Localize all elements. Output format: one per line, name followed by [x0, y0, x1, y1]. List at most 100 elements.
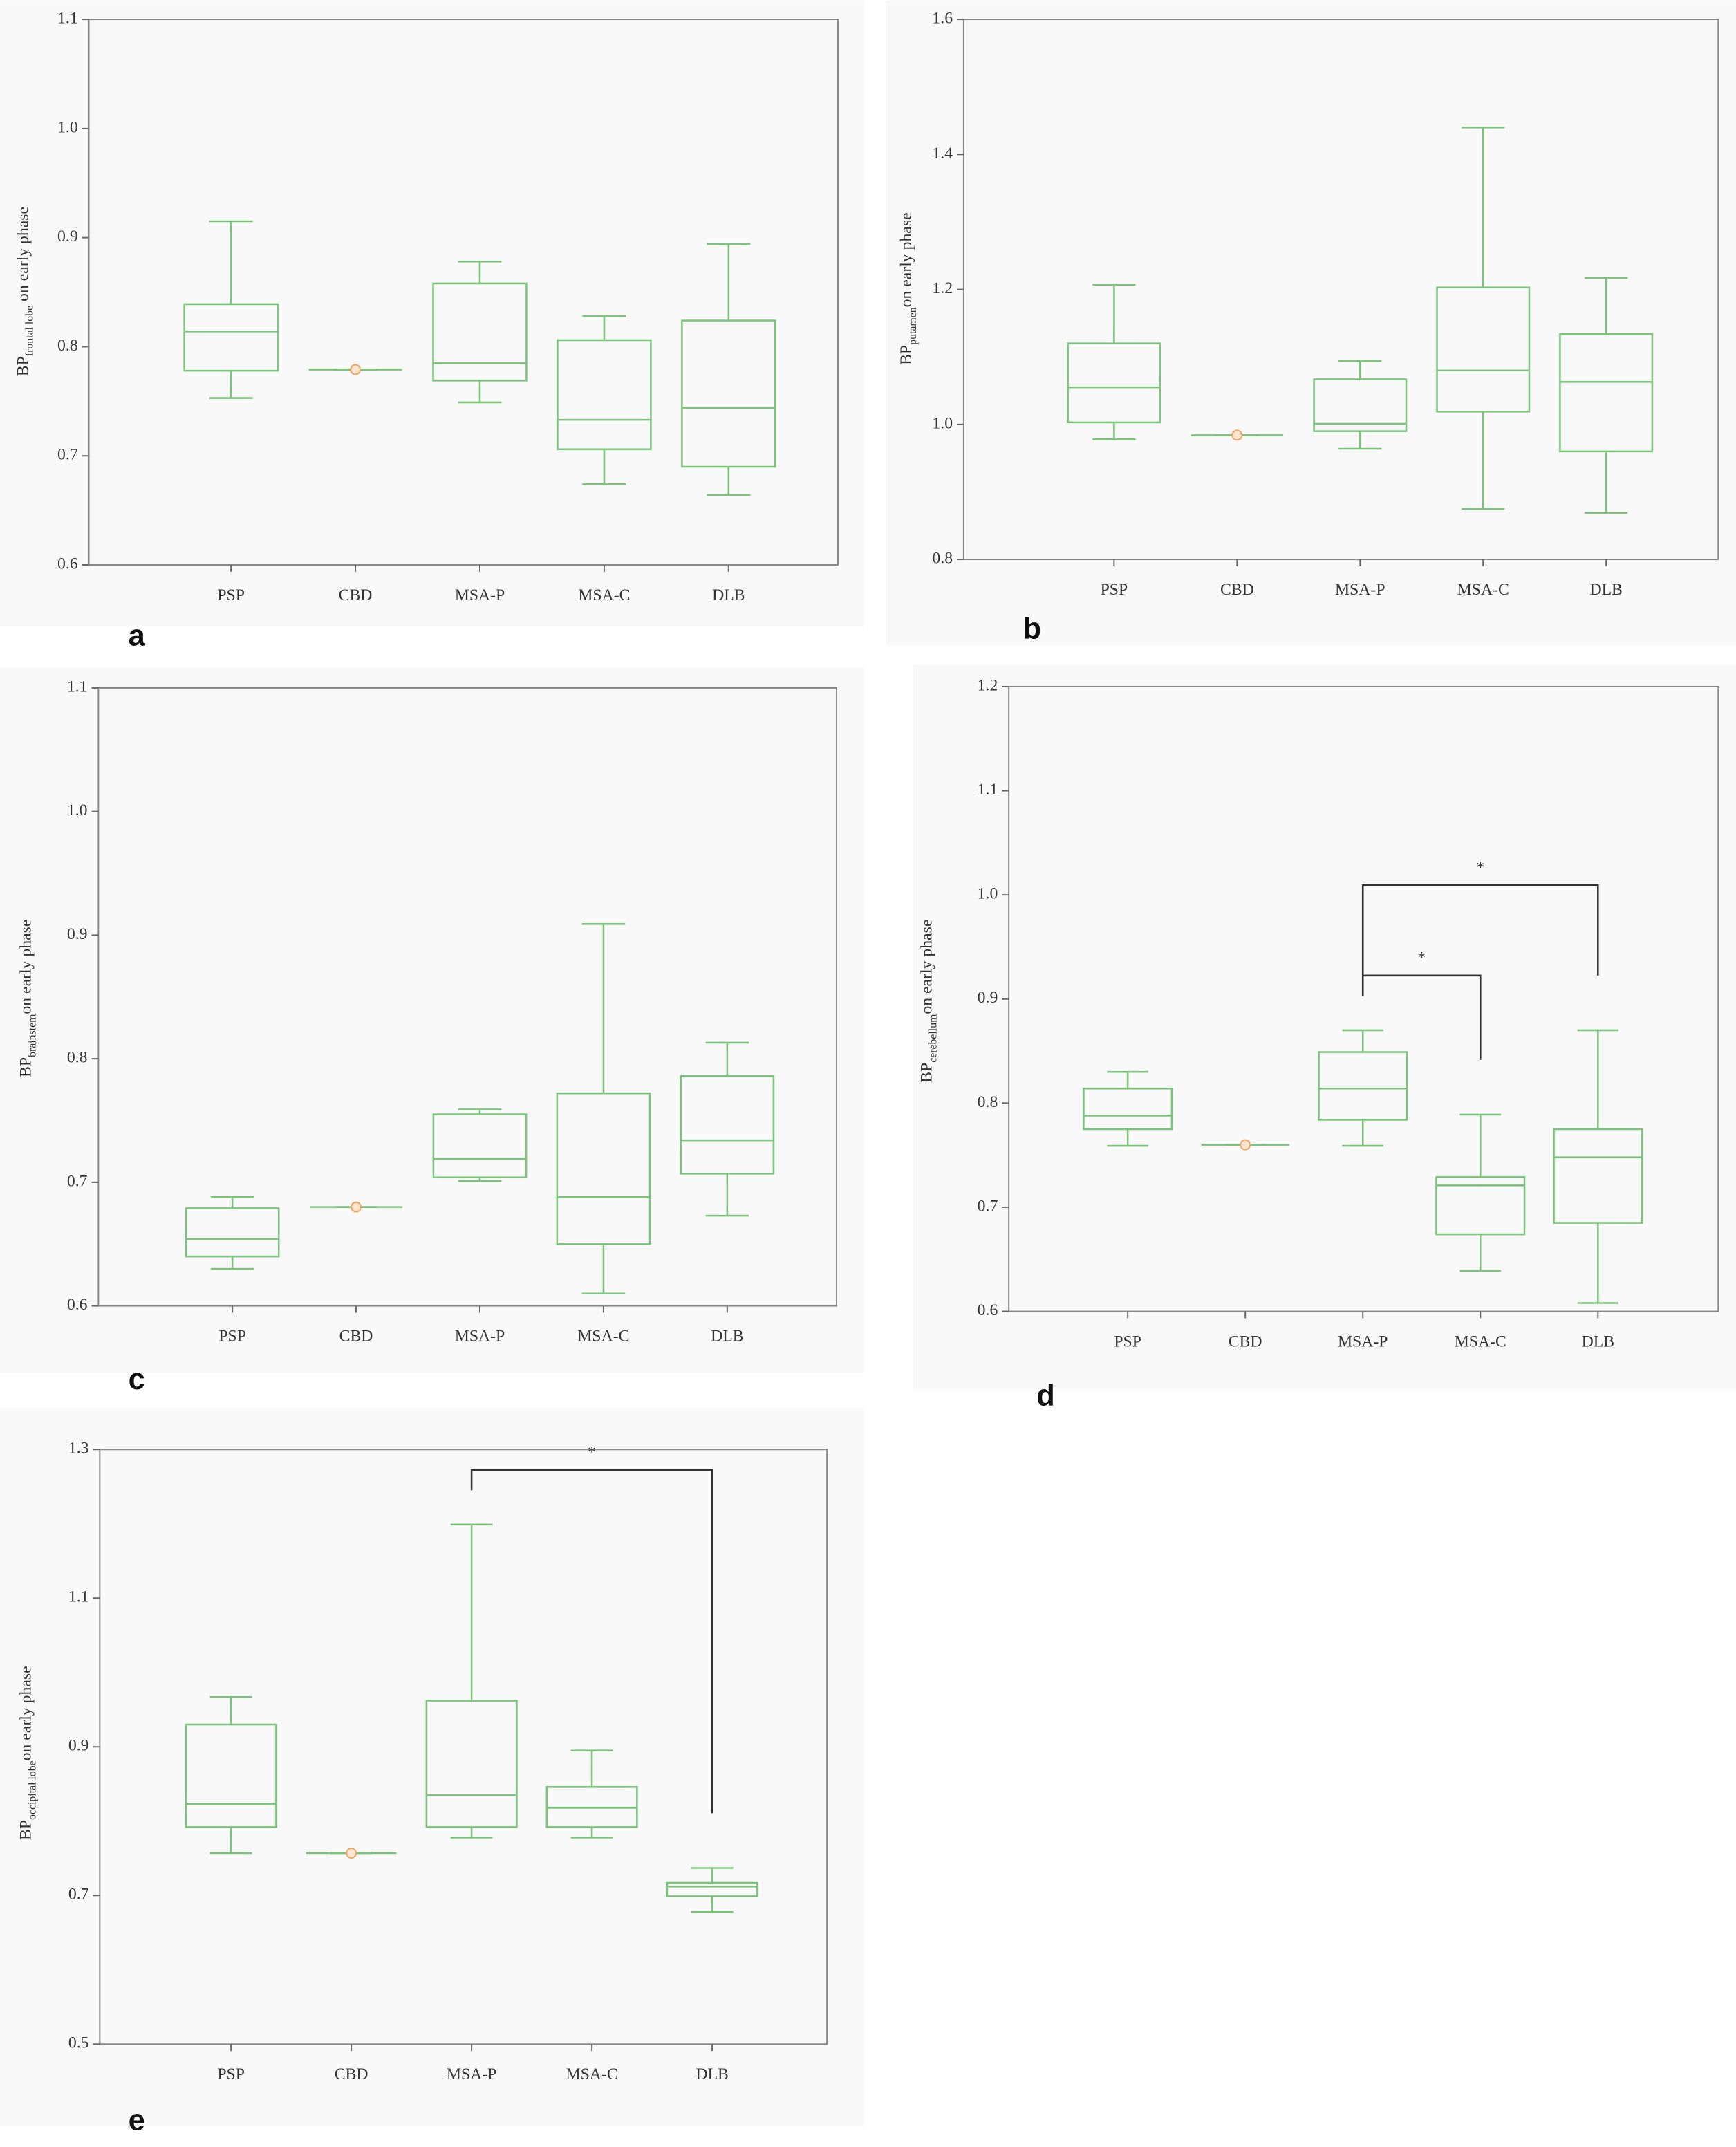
panel-background	[886, 0, 1736, 646]
y-axis-label: BPfrontal lobe on early phase	[15, 207, 35, 376]
x-tick-label: MSA-P	[455, 1328, 505, 1346]
panel-background	[0, 1408, 864, 2126]
box	[1436, 286, 1531, 413]
box	[432, 1113, 528, 1179]
y-tick-label: 0.9	[67, 925, 88, 943]
y-tick-label: 0.6	[67, 1296, 88, 1314]
box	[432, 282, 528, 382]
plot-area	[97, 687, 838, 1307]
y-axis-label: BPbrainstemon early phase	[17, 920, 38, 1077]
y-tick-label: 0.7	[67, 1172, 88, 1190]
box	[680, 1075, 775, 1175]
y-tick-label: 0.9	[68, 1737, 89, 1755]
y-tick-label: 0.9	[978, 989, 998, 1007]
y-label-rest: on early phase	[15, 207, 32, 306]
y-axis-label: BPputamenon early phase	[897, 212, 918, 364]
x-tick-label: MSA-C	[578, 586, 630, 604]
panel-letter: c	[129, 1363, 145, 1396]
box	[1318, 1051, 1408, 1121]
y-label-main: BP	[17, 1820, 35, 1840]
y-tick-label: 1.2	[978, 676, 998, 694]
x-tick-label: CBD	[1220, 581, 1254, 599]
y-label-sub: occipital lobe	[26, 1760, 38, 1820]
significance-bracket	[470, 1469, 713, 1814]
box	[185, 1207, 280, 1258]
y-label-main: BP	[15, 356, 32, 376]
x-tick-label: PSP	[1114, 1332, 1141, 1350]
x-tick-label: MSA-P	[1338, 1332, 1388, 1350]
y-tick-label: 0.8	[978, 1093, 998, 1111]
x-tick-label: DLB	[711, 1328, 743, 1346]
box	[183, 303, 279, 372]
box	[1313, 378, 1408, 432]
x-tick-label: CBD	[1229, 1332, 1262, 1350]
significance-label: *	[1417, 949, 1426, 967]
x-tick-label: PSP	[218, 1328, 246, 1346]
x-tick-label: CBD	[335, 2065, 368, 2083]
x-tick-label: CBD	[339, 586, 373, 604]
y-tick-label: 1.0	[932, 414, 953, 432]
x-tick-label: MSA-C	[577, 1328, 629, 1346]
y-tick-label: 0.5	[68, 2034, 89, 2052]
single-point	[1240, 1139, 1251, 1151]
panel-background	[0, 667, 864, 1373]
x-tick-label: CBD	[339, 1328, 373, 1346]
y-label-rest: on early phase	[897, 212, 915, 307]
x-tick-label: DLB	[696, 2065, 728, 2083]
y-tick-label: 1.6	[932, 10, 953, 28]
y-label-sub: cerebellum	[927, 1014, 939, 1063]
y-tick-label: 0.8	[932, 550, 953, 568]
x-tick-label: MSA-C	[1455, 1332, 1506, 1350]
x-tick-label: MSA-P	[455, 586, 505, 604]
y-label-main: BP	[897, 345, 915, 365]
x-tick-label: MSA-C	[1457, 581, 1509, 599]
y-tick-label: 0.8	[57, 337, 78, 355]
significance-bracket	[1361, 884, 1599, 976]
y-label-sub: putamen	[906, 307, 918, 344]
y-tick-label: 0.9	[57, 227, 78, 245]
y-label-rest: on early phase	[918, 920, 936, 1014]
x-tick-label: MSA-P	[1335, 581, 1385, 599]
significance-bracket	[1361, 974, 1482, 1060]
y-tick-label: 1.4	[932, 145, 953, 162]
y-tick-label: 0.6	[978, 1301, 998, 1319]
panel-letter: a	[129, 619, 146, 652]
panel-letter: d	[1036, 1379, 1055, 1413]
box	[185, 1723, 277, 1828]
y-tick-label: 1.1	[67, 678, 88, 696]
x-tick-label: DLB	[712, 586, 745, 604]
y-tick-label: 1.1	[978, 781, 998, 799]
y-axis-label: BPcerebellumon early phase	[918, 920, 939, 1083]
single-point	[350, 364, 361, 375]
box	[1435, 1175, 1526, 1236]
x-tick-label: MSA-P	[447, 2065, 497, 2083]
y-tick-label: 1.0	[67, 801, 88, 819]
x-tick-label: DLB	[1582, 1332, 1614, 1350]
y-tick-label: 1.3	[68, 1440, 89, 1458]
box	[425, 1700, 518, 1828]
y-tick-label: 1.0	[57, 118, 78, 136]
y-label-sub: brainstem	[26, 1014, 38, 1057]
single-point	[346, 1848, 357, 1859]
y-label-sub: frontal lobe	[24, 306, 35, 356]
box	[556, 1092, 651, 1245]
y-tick-label: 1.1	[68, 1588, 89, 1606]
y-tick-label: 0.7	[978, 1197, 998, 1215]
single-point	[351, 1201, 362, 1213]
y-label-main: BP	[918, 1063, 936, 1083]
panel-letter: e	[129, 2103, 145, 2137]
panel-background	[913, 664, 1736, 1390]
x-tick-label: PSP	[1101, 581, 1128, 599]
y-axis-label: BPoccipital lobeon early phase	[17, 1666, 38, 1840]
panel-background	[0, 0, 864, 626]
x-tick-label: PSP	[217, 586, 245, 604]
box	[1559, 333, 1654, 453]
y-label-main: BP	[17, 1057, 35, 1077]
single-point	[1231, 429, 1243, 441]
y-label-rest: on early phase	[17, 1666, 35, 1760]
box	[666, 1881, 758, 1897]
y-tick-label: 0.7	[57, 446, 78, 464]
y-label-rest: on early phase	[17, 920, 35, 1014]
